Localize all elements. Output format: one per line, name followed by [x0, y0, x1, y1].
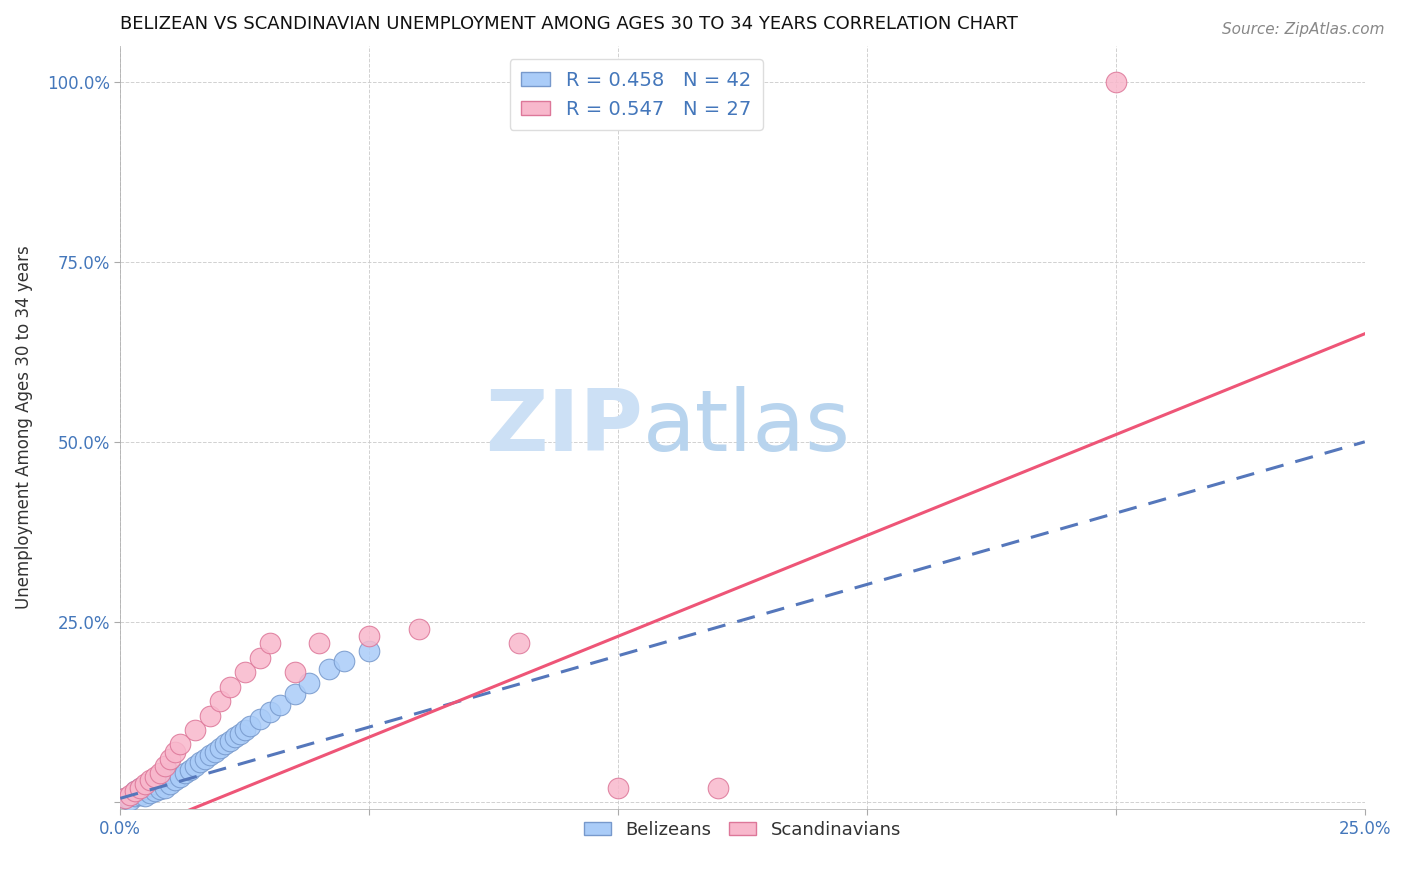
Point — [214, 737, 236, 751]
Point — [159, 777, 181, 791]
Point — [129, 780, 152, 795]
Text: ZIP: ZIP — [485, 386, 643, 469]
Point — [120, 793, 142, 807]
Point — [283, 687, 305, 701]
Point — [208, 740, 231, 755]
Point — [159, 752, 181, 766]
Point — [174, 766, 197, 780]
Point — [359, 643, 381, 657]
Point — [218, 680, 240, 694]
Point — [249, 651, 271, 665]
Point — [124, 789, 146, 804]
Point — [143, 777, 166, 791]
Point — [139, 779, 162, 793]
Point — [298, 676, 321, 690]
Text: atlas: atlas — [643, 386, 851, 469]
Point — [318, 662, 340, 676]
Point — [143, 770, 166, 784]
Point — [143, 784, 166, 798]
Point — [169, 737, 191, 751]
Point — [149, 781, 172, 796]
Point — [194, 752, 217, 766]
Point — [165, 745, 187, 759]
Point — [188, 756, 211, 770]
Point — [153, 759, 176, 773]
Point — [114, 791, 136, 805]
Point — [249, 712, 271, 726]
Point — [233, 665, 256, 680]
Point — [129, 788, 152, 802]
Point — [124, 784, 146, 798]
Point — [153, 770, 176, 784]
Legend: Belizeans, Scandinavians: Belizeans, Scandinavians — [576, 814, 908, 846]
Point — [198, 708, 221, 723]
Point — [333, 655, 356, 669]
Point — [139, 786, 162, 800]
Point — [134, 777, 156, 791]
Point — [1105, 75, 1128, 89]
Point — [283, 665, 305, 680]
Point — [120, 788, 142, 802]
Point — [308, 636, 330, 650]
Point — [706, 780, 728, 795]
Point — [184, 723, 207, 737]
Point — [184, 759, 207, 773]
Point — [153, 780, 176, 795]
Point — [129, 780, 152, 795]
Point — [269, 698, 291, 712]
Point — [124, 784, 146, 798]
Point — [204, 745, 226, 759]
Point — [134, 789, 156, 804]
Point — [218, 733, 240, 747]
Point — [139, 773, 162, 788]
Point — [114, 791, 136, 805]
Point — [134, 781, 156, 796]
Point — [165, 773, 187, 788]
Point — [198, 748, 221, 763]
Point — [149, 773, 172, 788]
Point — [224, 730, 246, 744]
Point — [169, 770, 191, 784]
Point — [149, 766, 172, 780]
Point — [229, 726, 252, 740]
Point — [359, 629, 381, 643]
Text: Source: ZipAtlas.com: Source: ZipAtlas.com — [1222, 22, 1385, 37]
Point — [259, 705, 281, 719]
Point — [239, 719, 262, 733]
Text: BELIZEAN VS SCANDINAVIAN UNEMPLOYMENT AMONG AGES 30 TO 34 YEARS CORRELATION CHAR: BELIZEAN VS SCANDINAVIAN UNEMPLOYMENT AM… — [121, 15, 1018, 33]
Point — [607, 780, 630, 795]
Point — [159, 766, 181, 780]
Point — [233, 723, 256, 737]
Point — [208, 694, 231, 708]
Point — [259, 636, 281, 650]
Point — [508, 636, 530, 650]
Point — [408, 622, 430, 636]
Point — [179, 763, 201, 777]
Y-axis label: Unemployment Among Ages 30 to 34 years: Unemployment Among Ages 30 to 34 years — [15, 245, 32, 609]
